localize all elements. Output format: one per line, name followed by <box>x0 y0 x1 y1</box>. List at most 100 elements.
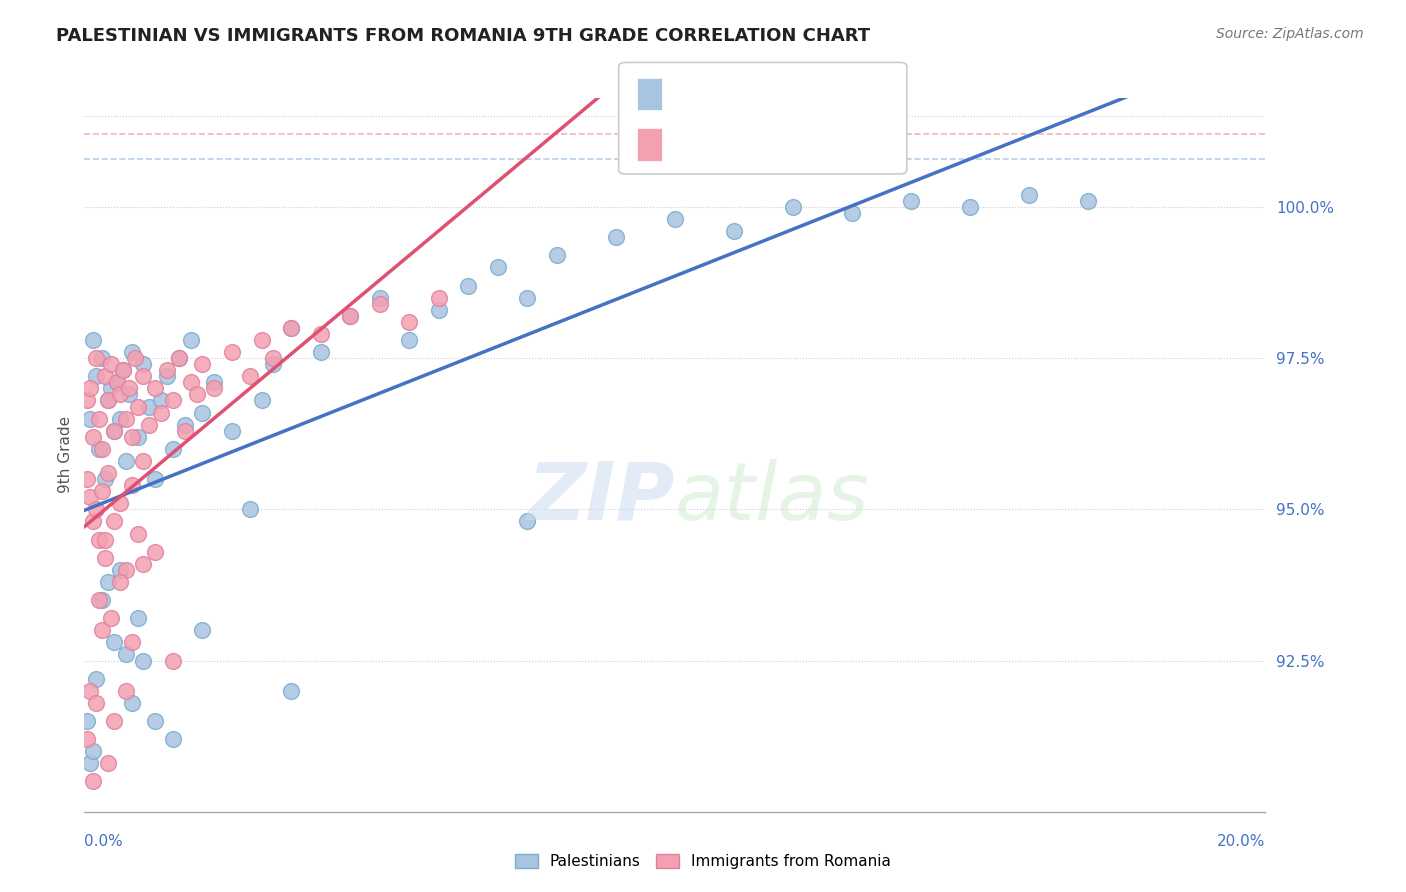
Legend: Palestinians, Immigrants from Romania: Palestinians, Immigrants from Romania <box>509 848 897 875</box>
Point <box>79 756 101 771</box>
Point <box>398 333 420 347</box>
Point <box>132 369 155 384</box>
Point <box>94 533 117 547</box>
Point <box>89 533 111 547</box>
Point <box>280 321 302 335</box>
Point <box>186 387 208 401</box>
Point <box>1018 187 1040 202</box>
Point <box>427 291 450 305</box>
Point <box>143 381 166 395</box>
Point <box>121 696 143 710</box>
Point <box>162 442 184 456</box>
Point <box>100 381 122 395</box>
Point <box>124 351 146 366</box>
Point <box>84 351 107 366</box>
Point <box>91 351 114 366</box>
Point <box>111 363 134 377</box>
Point <box>191 357 214 371</box>
Point <box>132 454 155 468</box>
Text: 0.0%: 0.0% <box>84 834 124 849</box>
Point <box>100 611 122 625</box>
Point <box>89 411 111 425</box>
Text: R =  0.281   N = 69: R = 0.281 N = 69 <box>671 131 846 149</box>
Point <box>280 321 302 335</box>
Point <box>457 278 479 293</box>
Point <box>127 400 149 414</box>
Point <box>262 357 284 371</box>
Point <box>156 363 179 377</box>
Point <box>156 369 179 384</box>
Point <box>202 376 225 390</box>
Point <box>76 472 98 486</box>
Text: atlas: atlas <box>675 458 870 537</box>
Point <box>114 648 136 662</box>
Point <box>97 393 120 408</box>
Point <box>91 624 114 638</box>
Point <box>239 369 262 384</box>
Point <box>173 424 195 438</box>
Point <box>91 484 114 499</box>
Point <box>94 550 117 565</box>
Point <box>84 502 107 516</box>
Point <box>202 381 225 395</box>
Point <box>111 363 134 377</box>
Point <box>103 714 125 728</box>
Point <box>97 756 120 771</box>
Text: 20.0%: 20.0% <box>1218 834 1265 849</box>
Point <box>103 515 125 529</box>
Point <box>239 502 262 516</box>
Point <box>108 574 131 589</box>
Point <box>339 309 361 323</box>
Point <box>127 430 149 444</box>
Point <box>108 496 131 510</box>
Point <box>723 224 745 238</box>
Point <box>100 357 122 371</box>
Point <box>150 406 173 420</box>
Point <box>114 683 136 698</box>
Point <box>143 714 166 728</box>
Point <box>167 351 190 366</box>
Point <box>76 714 98 728</box>
Point <box>94 369 117 384</box>
Text: R =  0.409   N = 67: R = 0.409 N = 67 <box>671 83 846 101</box>
Point <box>143 544 166 558</box>
Point <box>127 611 149 625</box>
Point <box>162 393 184 408</box>
Point <box>180 376 202 390</box>
Point <box>105 376 128 390</box>
Point <box>250 393 273 408</box>
Point <box>79 411 101 425</box>
Point <box>221 345 243 359</box>
Point <box>162 732 184 747</box>
Point <box>368 297 391 311</box>
Point <box>82 515 104 529</box>
Point <box>162 654 184 668</box>
Point <box>191 624 214 638</box>
Point <box>105 376 128 390</box>
Point <box>82 333 104 347</box>
Point <box>97 574 120 589</box>
Point <box>89 593 111 607</box>
Point <box>143 472 166 486</box>
Point <box>132 654 155 668</box>
Point <box>959 200 981 214</box>
Point <box>138 417 160 432</box>
Point <box>262 351 284 366</box>
Point <box>221 424 243 438</box>
Point <box>546 248 568 262</box>
Point <box>118 381 141 395</box>
Point <box>82 774 104 789</box>
Point <box>103 424 125 438</box>
Point <box>114 411 136 425</box>
Point <box>398 315 420 329</box>
Point <box>82 744 104 758</box>
Point <box>84 369 107 384</box>
Point <box>121 635 143 649</box>
Point <box>103 424 125 438</box>
Point <box>841 206 863 220</box>
Point <box>191 406 214 420</box>
Point <box>127 526 149 541</box>
Point <box>103 635 125 649</box>
Point <box>427 302 450 317</box>
Point <box>76 732 98 747</box>
